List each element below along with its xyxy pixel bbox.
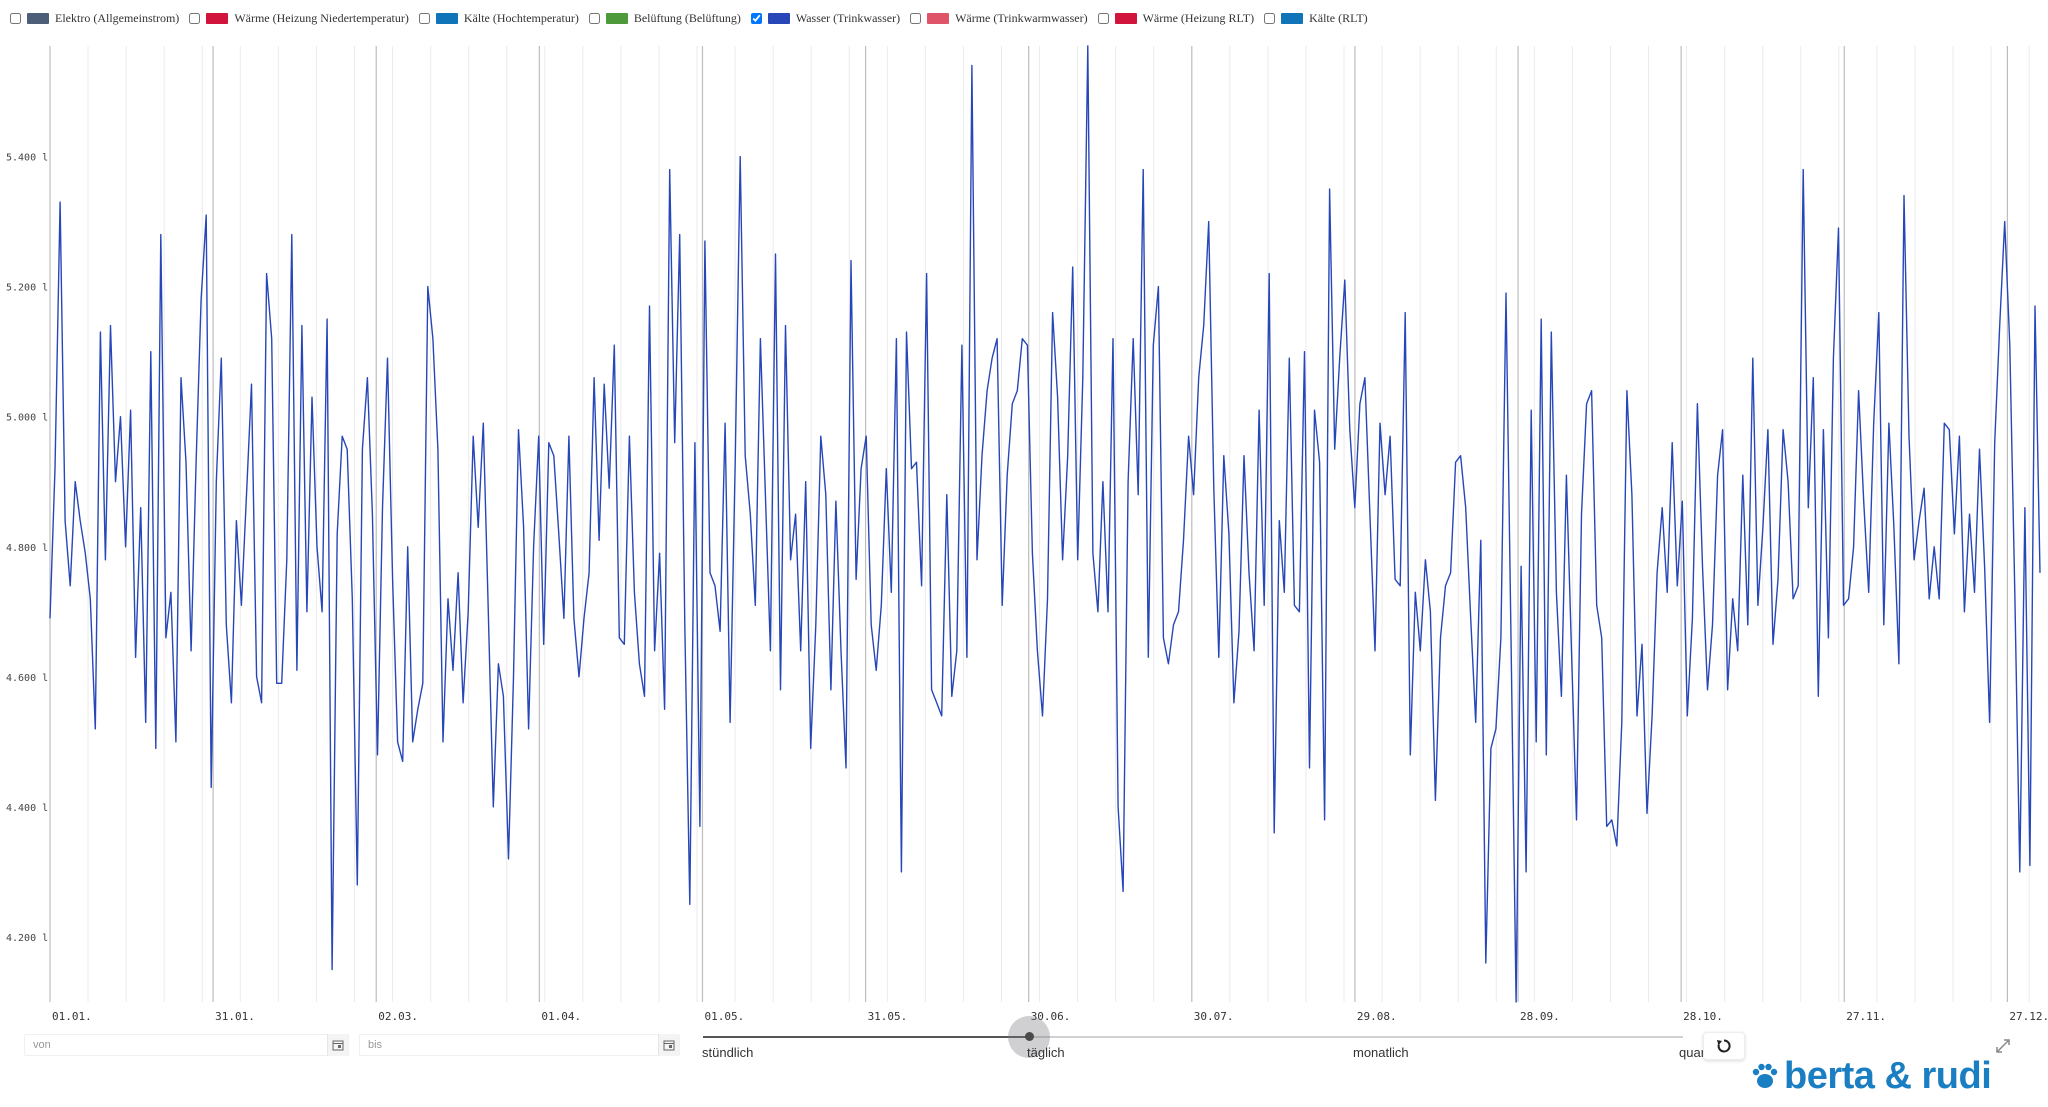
x-tick-label: 31.05. [868,1010,908,1021]
x-axis-ticks: 01.01. 31.01. 02.03. 01.04. 01.05. 31.05. 30.0… [52,1010,2048,1021]
brand-name: berta & rudi [1784,1054,1992,1097]
legend-item[interactable]: Elektro (Allgemeinstrom) [10,11,179,26]
legend-checkbox[interactable] [10,12,21,24]
legend-checkbox[interactable] [588,12,600,24]
slider-fill [703,1036,1029,1038]
legend-item[interactable]: Kälte (RLT) [1264,11,1368,26]
to-date-placeholder: bis [368,1039,383,1051]
legend-item[interactable]: Kälte (Hochtemperatur) [418,10,579,26]
y-tick-label: 4.600 l [6,673,48,684]
step-label-daily[interactable]: täglich [1027,1045,1065,1060]
paw-icon [1752,1063,1778,1088]
y-tick-label: 4.400 l [6,803,48,814]
reset-button[interactable] [1703,1032,1745,1060]
chart-legend: Elektro (Allgemeinstrom) Wärme (Heizung N… [10,8,2040,28]
calendar-icon[interactable] [658,1034,679,1056]
x-tick-label: 30.07. [1194,1010,1234,1021]
legend-label: Kälte (RLT) [1309,10,1368,25]
legend-checkbox[interactable] [189,12,201,24]
step-label-hourly[interactable]: stündlich [702,1045,754,1060]
x-tick-label: 31.01. [215,1010,255,1021]
legend-swatch [1281,12,1304,24]
legend-item[interactable]: Wärme (Heizung Niedertemperatur) [189,11,409,26]
slider-track[interactable] [703,1036,1683,1038]
legend-swatch [206,12,229,24]
y-tick-label: 5.400 l [6,153,48,164]
slider-knob[interactable] [1025,1032,1034,1041]
brand-logo: berta & rudi [1750,1054,1992,1097]
x-tick-label: 28.10. [1683,1010,1723,1021]
x-tick-label: 28.09. [1520,1010,1560,1021]
step-label-quarterly[interactable]: quar [1679,1045,1706,1060]
interval-slider[interactable] [703,1016,1683,1058]
chart-grid [49,46,2030,1002]
x-tick-label: 01.04. [541,1010,581,1021]
legend-checkbox[interactable] [1264,12,1276,24]
reset-icon [1717,1039,1731,1053]
legend-label: Elektro (Allgemeinstrom) [55,10,180,25]
legend-label: Wärme (Trinkwarmwasser) [955,10,1088,25]
legend-label: Kälte (Hochtemperatur) [463,10,579,25]
legend-item[interactable]: Wärme (Heizung RLT) [1097,10,1255,26]
calendar-icon[interactable] [327,1034,348,1056]
x-tick-label: 02.03. [378,1010,418,1021]
collapse-icon[interactable] [1993,1036,2013,1056]
legend-swatch [605,12,628,24]
x-tick-label: 01.01. [52,1010,92,1021]
y-tick-label: 5.200 l [6,283,48,294]
legend-swatch [1114,12,1137,24]
legend-checkbox[interactable] [418,12,430,24]
legend-label: Wärme (Heizung Niedertemperatur) [234,10,409,25]
legend-item[interactable]: Wasser (Trinkwasser) [750,10,901,26]
legend-item[interactable]: Belüftung (Belüftung) [588,10,741,26]
x-tick-label: 01.05. [704,1010,744,1021]
legend-swatch [435,12,458,24]
legend-item[interactable]: Wärme (Trinkwarmwasser) [910,11,1088,26]
legend-label: Wärme (Heizung RLT) [1142,10,1255,25]
x-tick-label: 27.12. [2009,1010,2048,1021]
legend-label: Wasser (Trinkwasser) [795,10,901,25]
from-date-placeholder: von [33,1039,51,1051]
series-line-wasser-trinkwasser[interactable] [49,45,2041,1003]
legend-checkbox[interactable] [750,12,762,24]
legend-checkbox[interactable] [1097,12,1109,24]
x-tick-label: 29.08. [1357,1010,1397,1021]
y-tick-label: 5.000 l [6,413,48,424]
legend-swatch [767,12,790,24]
x-tick-label: 27.11. [1846,1010,1886,1021]
y-tick-label: 4.200 l [6,933,48,944]
y-axis-ticks: 4.200 l 4.400 l 4.600 l 4.800 l 5.000 l 5.200… [6,153,48,944]
legend-swatch [927,12,950,24]
legend-label: Belüftung (Belüftung) [633,10,741,25]
step-label-monthly[interactable]: monatlich [1353,1045,1409,1060]
line-chart[interactable]: 4.200 l 4.400 l 4.600 l 4.800 l 5.000 l 5.200… [0,36,2048,1021]
legend-swatch [27,12,49,24]
x-tick-label: 30.06. [1031,1010,1071,1021]
from-date-field[interactable]: von [24,1034,349,1056]
legend-checkbox[interactable] [910,12,922,24]
y-tick-label: 4.800 l [6,543,48,554]
to-date-field[interactable]: bis [359,1034,680,1056]
